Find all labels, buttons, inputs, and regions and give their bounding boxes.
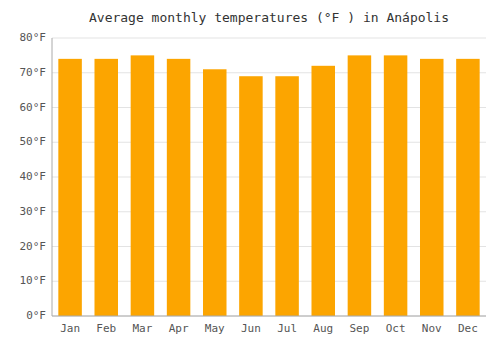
y-axis-line	[52, 38, 53, 316]
bar	[275, 76, 299, 316]
grid-line	[52, 316, 486, 317]
x-tick-label: Oct	[386, 322, 406, 335]
y-tick-label: 10°F	[20, 274, 47, 287]
x-tick-label: Apr	[169, 322, 189, 335]
x-tick-label: May	[205, 322, 225, 335]
x-axis-line	[52, 316, 486, 317]
x-tick-label: Feb	[96, 322, 116, 335]
x-tick-label: Jun	[241, 322, 261, 335]
x-tick-label: Sep	[349, 322, 369, 335]
grid	[52, 38, 486, 316]
y-tick-label: 30°F	[20, 205, 47, 218]
bar	[131, 55, 155, 316]
x-tick-label: Dec	[458, 322, 478, 335]
y-tick-label: 80°F	[20, 31, 47, 44]
y-tick-label: 20°F	[20, 240, 47, 253]
bar	[348, 55, 372, 316]
bar	[58, 59, 82, 316]
x-tick-label: Jan	[60, 322, 80, 335]
bar	[456, 59, 480, 316]
bar	[94, 59, 118, 316]
bars	[58, 55, 479, 316]
chart: 0°F 10°F 20°F 30°F 40°F 50°F 60°F 70°F 80°F Jan Fe…	[0, 0, 500, 350]
bar	[384, 55, 408, 316]
y-tick-label: 70°F	[20, 66, 47, 79]
title: Average monthly temperatures (°F ) in An…	[89, 10, 449, 25]
y-tick-label: 60°F	[20, 101, 47, 114]
x-tick-label: Jul	[277, 322, 297, 335]
bar	[167, 59, 191, 316]
y-tick-label: 0°F	[26, 309, 46, 322]
bar	[239, 76, 263, 316]
y-tick-label: 40°F	[20, 170, 47, 183]
chart-container: 0°F 10°F 20°F 30°F 40°F 50°F 60°F 70°F 80°F Jan Fe…	[0, 0, 500, 350]
grid-line	[52, 38, 486, 39]
x-tick-label: Nov	[422, 322, 442, 335]
bar	[311, 66, 335, 316]
bar	[420, 59, 444, 316]
x-tick-label: Mar	[132, 322, 152, 335]
y-tick-label: 50°F	[20, 135, 47, 148]
x-tick-label: Aug	[313, 322, 333, 335]
bar	[203, 69, 227, 316]
